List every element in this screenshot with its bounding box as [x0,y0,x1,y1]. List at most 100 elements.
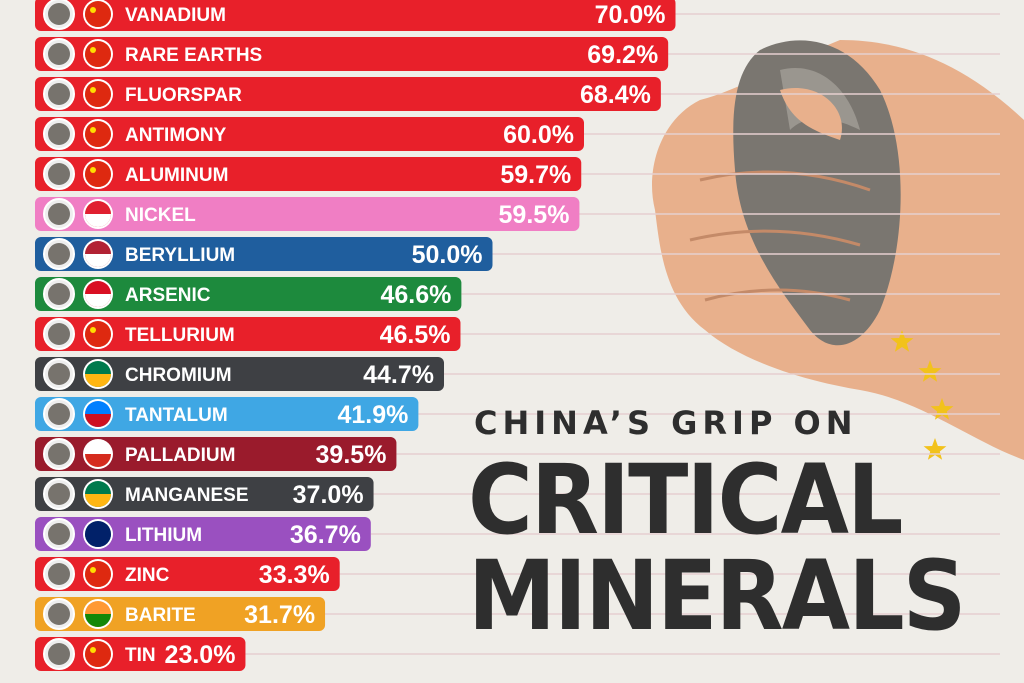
bar [35,37,669,71]
flag-band [85,534,111,547]
mineral-rock [48,43,70,65]
flag-star [90,167,96,173]
flag-star [90,47,96,53]
china-flag-icon [83,39,113,69]
value-label: 60.0% [503,121,574,149]
russia-flag-icon [83,439,113,469]
value-label: 46.5% [380,321,451,349]
mineral-label: ZINC [125,565,170,586]
title-line-2: CRITICAL [468,444,903,556]
flag-star [90,327,96,333]
mineral-rock [48,483,70,505]
mineral-rock [48,403,70,425]
flag-band [85,294,111,307]
mineral-rock [48,83,70,105]
bar [35,437,397,471]
bar-row: TIN 23.0% [35,637,1000,671]
china-flag-icon [83,559,113,589]
mineral-rock [48,203,70,225]
value-label: 46.6% [380,281,451,309]
bar-row: TELLURIUM 46.5% [35,317,1000,351]
value-label: 68.4% [580,81,651,109]
flag-band [85,574,111,587]
mineral-rock [48,643,70,665]
peru-flag-icon [83,279,113,309]
bar [35,557,340,591]
star-icon [930,398,954,420]
mineral-label: ANTIMONY [125,125,227,146]
bar-row: ARSENIC 46.6% [35,277,1000,311]
value-label: 44.7% [363,361,434,389]
bar-row: PALLADIUM 39.5% [35,437,1000,471]
bar-row: RARE EARTHS 69.2% [35,37,1000,71]
bar-row: BERYLLIUM 50.0% [35,237,1000,271]
mineral-label: ARSENIC [125,285,211,306]
flag-band [85,414,111,427]
mineral-label: ALUMINUM [125,165,228,186]
bar-row: TANTALUM 41.9% [35,397,1000,431]
bar [35,77,661,111]
bar-row: MANGANESE 37.0% [35,477,1000,511]
bar-row: ANTIMONY 60.0% [35,117,1000,151]
bar [35,237,493,271]
flag-band [85,334,111,347]
flag-band [85,214,111,227]
mineral-rock [48,363,70,385]
flag-band [85,614,111,627]
value-label: 23.0% [165,641,236,669]
bar [35,357,445,391]
mineral-rock [48,603,70,625]
title-line-1: CHINA’S GRIP ON [474,404,858,442]
mineral-label: CHROMIUM [125,365,232,386]
india-flag-icon [83,599,113,629]
mineral-label: FLUORSPAR [125,85,242,106]
flag-band [85,494,111,507]
bar [35,0,676,31]
mineral-label: TELLURIUM [125,325,235,346]
mineral-rock [48,563,70,585]
thumb-shape [780,88,842,140]
value-label: 50.0% [412,241,483,269]
value-label: 36.7% [290,521,361,549]
star-icon [890,330,914,352]
flag-band [85,654,111,667]
value-label: 39.5% [316,441,387,469]
value-label: 59.7% [500,161,571,189]
mineral-label: TANTALUM [125,405,228,426]
flag-star [90,567,96,573]
dr-congo-flag-icon [83,399,113,429]
china-flag-icon [83,639,113,669]
south-africa-flag-icon [83,359,113,389]
value-label: 41.9% [337,401,408,429]
bar-row: ALUMINUM 59.7% [35,157,1000,191]
value-label: 69.2% [587,41,658,69]
rock-shape [733,40,901,346]
mineral-rock [48,163,70,185]
bar [35,117,584,151]
mineral-rock [48,3,70,25]
flag-band [85,254,111,267]
flag-star [90,7,96,13]
finger-crease [689,229,861,247]
flag-band [85,134,111,147]
mineral-label: PALLADIUM [125,445,235,466]
flag-band [85,54,111,67]
china-flag-icon [83,79,113,109]
mineral-label: VANADIUM [125,5,226,26]
bar [35,397,419,431]
bar [35,517,371,551]
fist-holding-rock-illustration [652,40,1024,460]
flag-band [85,14,111,27]
title-line-3: MINERALS [468,540,966,652]
bar [35,477,374,511]
flag-star [90,647,96,653]
mineral-label: RARE EARTHS [125,45,262,66]
mineral-rock [48,323,70,345]
mineral-rock [48,243,70,265]
bar-row: NICKEL 59.5% [35,197,1000,231]
mineral-label: BARITE [125,605,196,626]
china-flag-icon [83,319,113,349]
value-label: 33.3% [259,561,330,589]
china-flag-icon [83,159,113,189]
